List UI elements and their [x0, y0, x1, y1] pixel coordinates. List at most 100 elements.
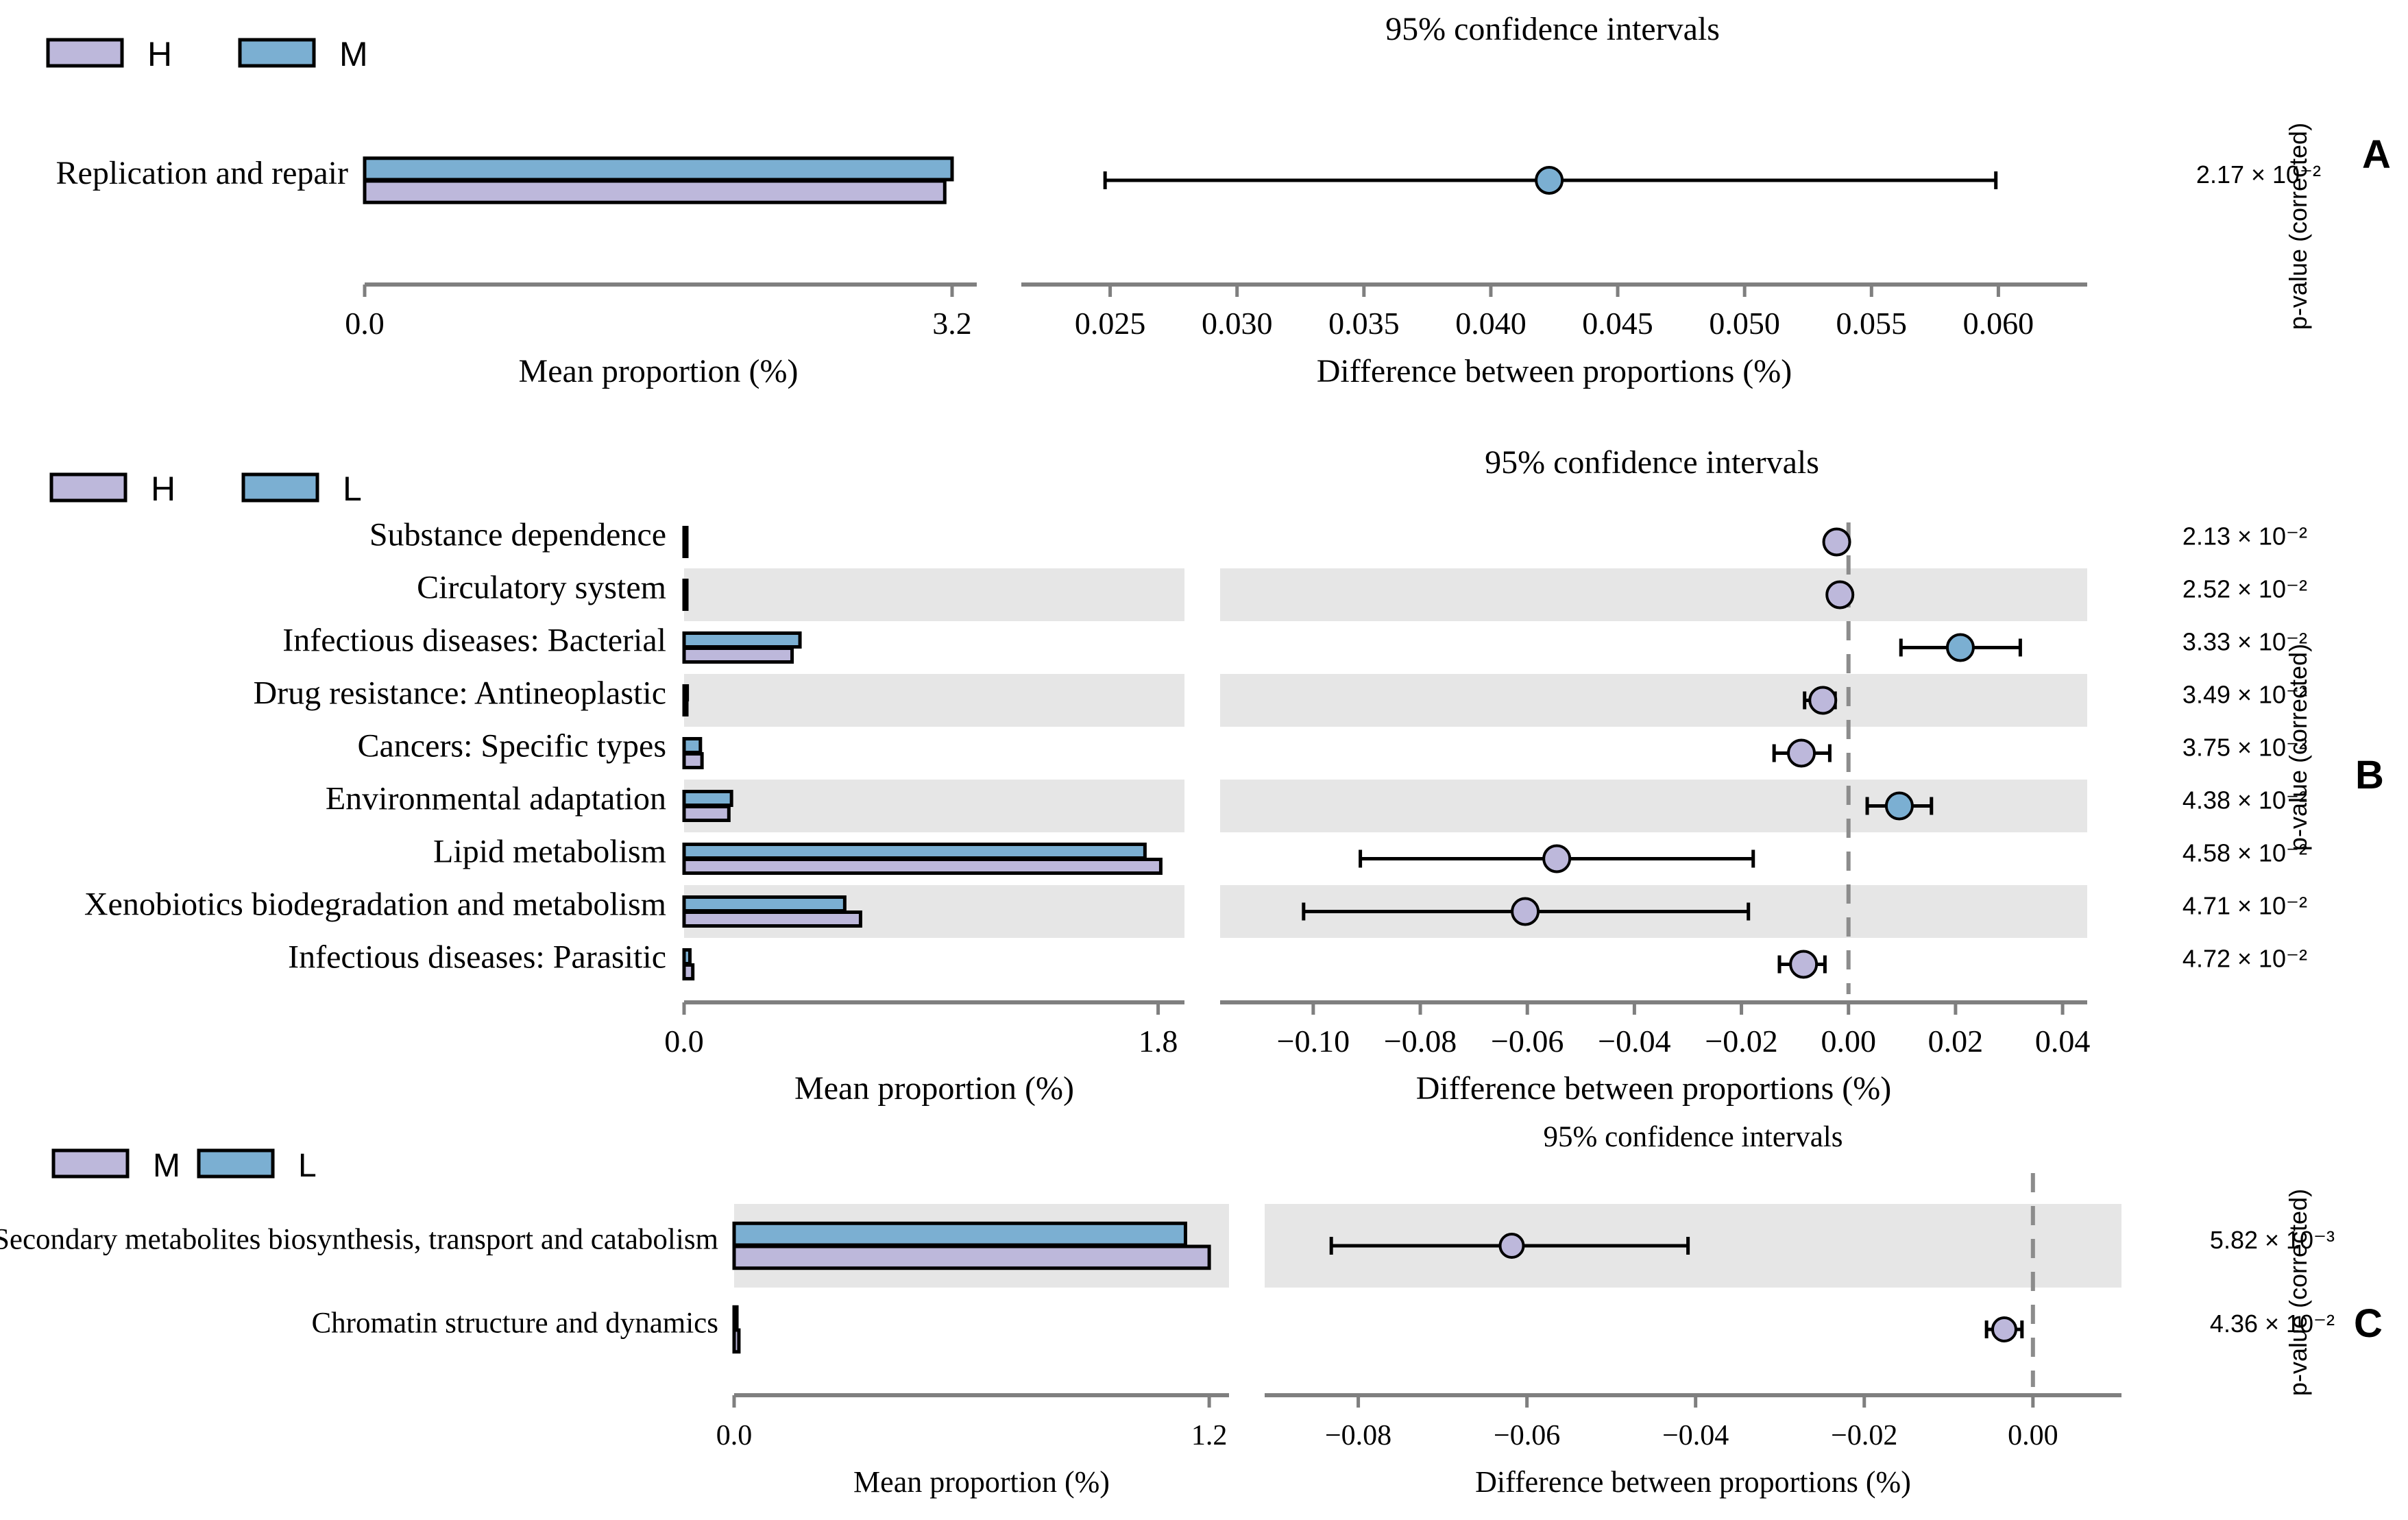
- right-axis-tick-label: 0.025: [1075, 306, 1146, 341]
- category-label: Infectious diseases: Bacterial: [282, 622, 666, 658]
- bar-h: [682, 858, 1163, 876]
- p-value: 2.13 × 10⁻²: [2182, 522, 2307, 551]
- row-band-right: [1220, 568, 2087, 621]
- p-value: 2.52 × 10⁻²: [2182, 575, 2307, 603]
- difference-point: [1822, 527, 1851, 557]
- ci-title: 95% confidence intervals: [1485, 444, 1819, 481]
- bar-h: [363, 179, 947, 204]
- legend-swatch-m: [238, 38, 316, 68]
- panel-letter: A: [2362, 132, 2391, 177]
- legend-swatch-l: [241, 472, 319, 503]
- right-axis-tick-label: −0.10: [1277, 1024, 1350, 1059]
- p-value: 3.33 × 10⁻²: [2182, 628, 2307, 656]
- right-axis-tick-label: 0.00: [1821, 1024, 1876, 1059]
- left-axis-label: Mean proportion (%): [853, 1465, 1110, 1499]
- p-value: 3.75 × 10⁻²: [2182, 734, 2307, 762]
- p-value: 5.82 × 10⁻³: [2210, 1226, 2335, 1254]
- left-axis-tick-label: 3.2: [932, 306, 972, 341]
- legend-label-m: M: [153, 1148, 180, 1184]
- right-axis-tick-label: −0.08: [1325, 1420, 1391, 1451]
- difference-point: [1535, 166, 1564, 195]
- bar-l: [732, 1305, 739, 1331]
- bar-l: [682, 578, 689, 596]
- legend-swatch-h: [46, 38, 124, 68]
- category-label: Drug resistance: Antineoplastic: [253, 675, 666, 711]
- bar-l: [732, 1221, 1187, 1247]
- p-value-axis-label: p-value (corrected): [2284, 644, 2312, 851]
- bar-l: [682, 736, 703, 754]
- bar-l: [682, 525, 689, 543]
- bar-h: [682, 541, 689, 559]
- bar-m: [363, 156, 954, 182]
- bar-h: [682, 963, 695, 981]
- p-value: 4.38 × 10⁻²: [2182, 786, 2307, 815]
- right-axis-tick-label: 0.04: [2035, 1024, 2091, 1059]
- ci-title: 95% confidence intervals: [1385, 11, 1720, 47]
- right-axis-tick-label: 0.045: [1582, 306, 1653, 341]
- bar-m: [732, 1244, 1211, 1270]
- bar-l: [682, 684, 690, 701]
- p-value: 4.72 × 10⁻²: [2182, 945, 2307, 973]
- right-axis-tick-label: 0.02: [1928, 1024, 1984, 1059]
- legend-swatch-m: [51, 1148, 130, 1179]
- legend-label-l: L: [298, 1148, 317, 1184]
- left-axis-tick-label: 0.0: [345, 306, 385, 341]
- difference-point: [1825, 580, 1855, 610]
- difference-point: [1789, 950, 1819, 979]
- right-axis-label: Difference between proportions (%): [1317, 353, 1792, 389]
- legend-label-h: H: [147, 35, 172, 73]
- row-band-left: [684, 568, 1184, 621]
- bar-l: [682, 895, 847, 913]
- difference-point: [1542, 844, 1572, 873]
- row-band-left: [684, 780, 1184, 832]
- right-axis-tick-label: 0.040: [1455, 306, 1527, 341]
- left-axis-label: Mean proportion (%): [519, 353, 799, 389]
- difference-point: [1808, 686, 1838, 715]
- category-label: Replication and repair: [56, 155, 349, 191]
- panel-letter: B: [2355, 753, 2384, 797]
- right-axis-label: Difference between proportions (%): [1475, 1465, 1911, 1499]
- bar-h: [682, 699, 689, 717]
- legend-label-h: H: [151, 470, 175, 508]
- difference-point: [1787, 738, 1816, 768]
- category-label: Lipid metabolism: [433, 833, 666, 869]
- left-axis-tick-label: 0.0: [716, 1420, 753, 1451]
- bar-m: [732, 1328, 741, 1354]
- ci-title: 95% confidence intervals: [1544, 1121, 1843, 1153]
- bar-l: [682, 948, 692, 965]
- right-axis-tick-label: −0.06: [1491, 1024, 1564, 1059]
- right-axis-tick-label: 0.00: [2008, 1420, 2058, 1451]
- right-axis-label: Difference between proportions (%): [1416, 1070, 1892, 1107]
- p-value: 4.71 × 10⁻²: [2182, 892, 2307, 920]
- panel-c: M L 95% confidence intervals Secondary meta…: [0, 1121, 2383, 1499]
- legend-label-l: L: [343, 470, 362, 508]
- left-axis-tick-label: 1.2: [1191, 1420, 1228, 1451]
- category-label: Secondary metabolites biosynthesis, tran…: [0, 1223, 718, 1255]
- panel-letter: C: [2354, 1301, 2383, 1346]
- right-axis-tick-label: 0.055: [1836, 306, 1908, 341]
- right-axis-tick-label: 0.030: [1202, 306, 1273, 341]
- right-axis-tick-label: 0.060: [1963, 306, 2034, 341]
- category-label: Environmental adaptation: [326, 780, 666, 817]
- category-label: Cancers: Specific types: [357, 727, 666, 764]
- bar-h: [682, 752, 704, 770]
- bar-h: [682, 805, 731, 823]
- difference-point: [1945, 633, 1975, 662]
- category-label: Substance dependence: [369, 516, 666, 553]
- row-band-right: [1220, 780, 2087, 832]
- difference-point: [1884, 791, 1914, 821]
- left-axis-tick-label: 1.8: [1139, 1024, 1178, 1059]
- bar-h: [682, 910, 862, 928]
- category-label: Circulatory system: [417, 569, 666, 605]
- bar-h: [682, 594, 689, 612]
- legend-swatch-l: [197, 1148, 275, 1179]
- p-value: 3.49 × 10⁻²: [2182, 681, 2307, 709]
- category-label: Infectious diseases: Parasitic: [288, 939, 666, 975]
- p-value-axis-label: p-value (corrected): [2284, 1189, 2312, 1396]
- legend-label-m: M: [339, 35, 368, 73]
- p-value: 4.36 × 10⁻²: [2210, 1310, 2335, 1338]
- difference-point: [1498, 1233, 1525, 1259]
